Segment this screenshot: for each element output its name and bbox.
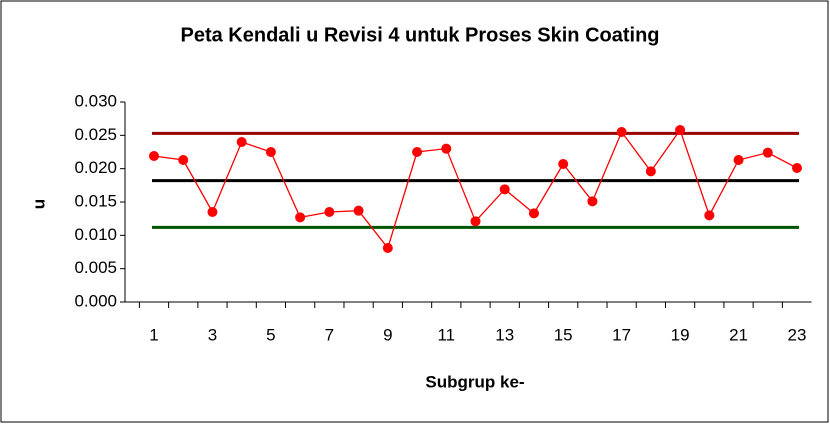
data-point xyxy=(353,205,364,216)
data-point xyxy=(675,125,686,135)
y-tick-label: 0.025 xyxy=(74,125,117,144)
chart-title: Peta Kendali u Revisi 4 untuk Proses Ski… xyxy=(180,24,659,46)
data-point xyxy=(149,151,159,161)
y-tick-label: 0.000 xyxy=(74,291,117,310)
data-point xyxy=(178,155,189,165)
x-tick-label: 21 xyxy=(729,325,748,344)
y-tick-label: 0.015 xyxy=(74,191,117,210)
x-tick-label: 5 xyxy=(266,325,275,344)
data-point xyxy=(733,155,744,165)
x-tick-label: 15 xyxy=(554,325,573,344)
y-axis-label: u xyxy=(29,199,48,209)
x-tick-label: 17 xyxy=(612,325,631,344)
x-tick-label: 9 xyxy=(383,325,392,344)
x-axis-label: Subgrup ke- xyxy=(425,372,524,391)
data-point xyxy=(499,184,510,195)
y-tick-label: 0.005 xyxy=(74,258,117,277)
data-point xyxy=(645,166,656,177)
x-tick-label: 1 xyxy=(149,325,158,344)
x-tick-label: 7 xyxy=(325,325,334,344)
x-tick-label: 11 xyxy=(437,325,455,344)
x-tick-label: 3 xyxy=(208,325,217,344)
data-point xyxy=(382,243,393,253)
x-tick-label: 13 xyxy=(495,325,514,344)
data-point xyxy=(616,127,627,137)
data-point xyxy=(470,216,481,227)
y-tick-label: 0.020 xyxy=(74,158,117,177)
data-point xyxy=(762,147,773,158)
data-point xyxy=(528,208,539,219)
x-tick-label: 23 xyxy=(788,325,807,344)
data-point xyxy=(412,147,423,157)
data-point xyxy=(441,143,452,154)
data-point xyxy=(704,210,715,221)
data-point xyxy=(587,196,598,207)
data-point xyxy=(236,137,247,147)
data-point xyxy=(207,207,218,217)
data-point xyxy=(792,163,802,173)
x-tick-label: 19 xyxy=(671,325,690,344)
data-point xyxy=(265,147,276,157)
data-point xyxy=(558,159,569,169)
y-tick-label: 0.010 xyxy=(74,225,117,244)
y-tick-label: 0.030 xyxy=(74,91,117,110)
data-point xyxy=(324,207,335,217)
data-point xyxy=(295,212,306,223)
